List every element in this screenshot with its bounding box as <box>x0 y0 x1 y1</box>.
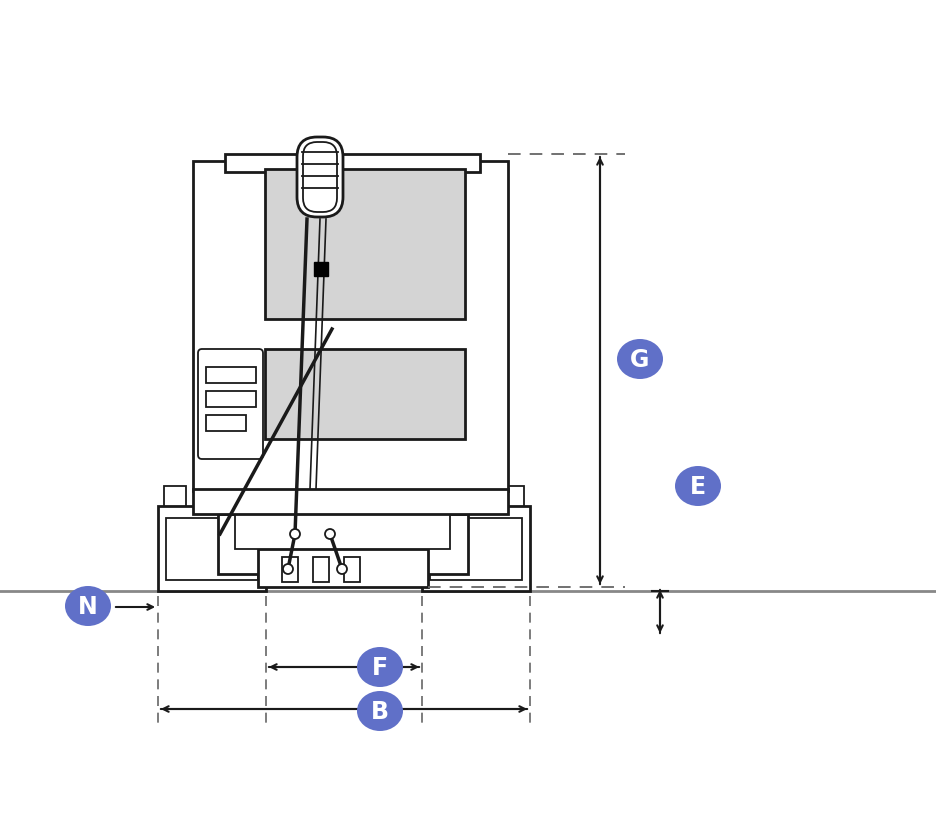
Text: G: G <box>630 347 649 371</box>
Bar <box>428 486 449 506</box>
Bar <box>166 519 257 581</box>
Bar <box>235 514 449 549</box>
FancyBboxPatch shape <box>297 138 343 218</box>
Bar <box>265 350 464 439</box>
Ellipse shape <box>674 466 720 506</box>
Bar <box>313 557 329 582</box>
Bar <box>502 486 523 506</box>
Text: N: N <box>78 595 97 619</box>
Bar <box>164 486 186 506</box>
Bar <box>206 391 256 408</box>
Ellipse shape <box>65 586 110 626</box>
Bar <box>218 514 467 574</box>
Bar <box>282 557 298 582</box>
Bar <box>206 367 256 384</box>
Text: E: E <box>689 475 706 499</box>
Bar <box>430 519 521 581</box>
Bar <box>344 557 359 582</box>
Circle shape <box>325 529 335 539</box>
Bar <box>265 170 464 319</box>
Bar <box>314 263 328 277</box>
Bar <box>158 506 266 591</box>
Bar <box>257 549 428 587</box>
Ellipse shape <box>357 648 402 687</box>
Bar <box>421 506 530 591</box>
Bar <box>193 490 507 514</box>
Ellipse shape <box>357 691 402 731</box>
Bar <box>193 162 507 491</box>
Circle shape <box>289 529 300 539</box>
Bar <box>206 415 246 432</box>
Bar <box>225 155 479 173</box>
Text: F: F <box>372 655 388 679</box>
Bar <box>238 486 259 506</box>
Ellipse shape <box>616 340 663 380</box>
Bar <box>463 486 486 506</box>
FancyBboxPatch shape <box>197 350 263 460</box>
Circle shape <box>283 564 293 574</box>
Bar <box>199 486 222 506</box>
FancyBboxPatch shape <box>302 143 337 213</box>
Circle shape <box>337 564 346 574</box>
Text: B: B <box>371 699 388 723</box>
